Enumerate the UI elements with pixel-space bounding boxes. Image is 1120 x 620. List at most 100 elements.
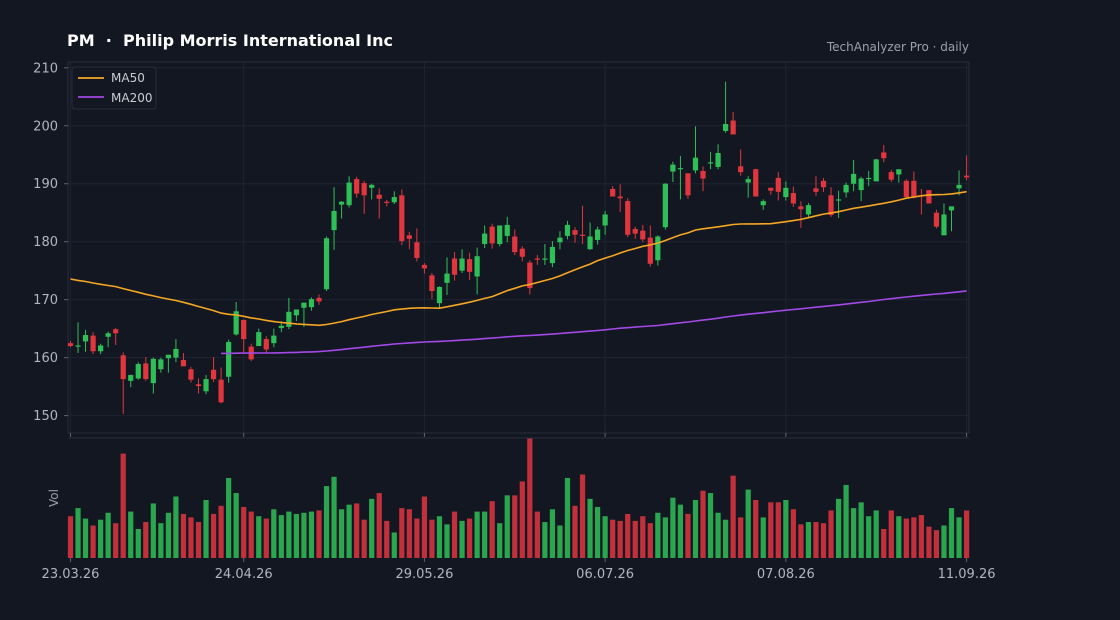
volume-bar	[512, 495, 518, 558]
candle-body	[602, 214, 608, 226]
volume-bar	[98, 519, 104, 558]
candle-body	[911, 180, 917, 198]
candle-body	[451, 258, 458, 275]
volume-bar	[783, 500, 789, 558]
candle-body	[421, 264, 428, 269]
y-tick-label: 190	[33, 177, 58, 192]
volume-bar	[188, 517, 194, 558]
candle-body	[828, 195, 834, 216]
volume-bar	[308, 511, 315, 558]
volume-bar	[361, 519, 367, 558]
candle-body	[700, 170, 706, 179]
volume-bar	[489, 501, 495, 558]
candle-body	[632, 228, 638, 234]
volume-bar	[376, 493, 382, 558]
candle-body	[617, 196, 623, 199]
volume-bar	[677, 504, 684, 558]
candle-body	[692, 157, 699, 171]
volume-bar	[165, 512, 171, 558]
volume-bar	[579, 474, 586, 558]
candle-body	[436, 286, 443, 304]
candle-body	[474, 256, 480, 277]
candle-body	[120, 355, 126, 380]
volume-bar	[271, 509, 277, 558]
grid-lines	[68, 62, 969, 433]
volume-bar	[692, 500, 699, 558]
candle-body	[301, 302, 307, 308]
candle-body	[798, 206, 804, 210]
candle-body	[241, 319, 247, 340]
volume-bar	[813, 522, 819, 558]
chart-title: PM · Philip Morris International Inc	[67, 31, 393, 50]
volume-bar	[670, 497, 676, 558]
volume-bar	[820, 523, 827, 558]
candle-body	[775, 177, 781, 192]
candle-body	[90, 335, 96, 352]
candle-body	[271, 335, 277, 344]
volume-bar	[881, 529, 887, 558]
candle-body	[572, 230, 578, 235]
candle-body	[331, 210, 337, 231]
y-axis: 150 160 170 180 190 200 210	[33, 61, 68, 424]
candle-body	[549, 246, 556, 264]
volume-bar	[527, 438, 533, 558]
volume-bar	[278, 515, 284, 558]
candle-body	[406, 235, 412, 239]
volume-bar	[723, 519, 729, 558]
volume-bar	[173, 496, 179, 558]
volume-bar	[625, 513, 631, 558]
volume-bar	[655, 512, 661, 558]
candle-body	[210, 369, 217, 380]
candle-body	[564, 224, 571, 236]
volume-bar	[90, 525, 96, 558]
candle-body	[316, 297, 322, 302]
volume-bar	[896, 516, 902, 558]
volume-bar	[956, 517, 962, 558]
volume-bar	[948, 508, 955, 558]
candle-body	[730, 120, 736, 135]
candle-body	[361, 183, 367, 196]
price-panel-frame	[67, 61, 970, 434]
candle-body	[489, 226, 495, 244]
x-tick-label: 06.07.26	[576, 567, 634, 582]
y-tick-label: 170	[33, 293, 58, 308]
volume-bar	[286, 511, 292, 558]
volume-bar	[903, 518, 909, 558]
volume-bar	[459, 520, 465, 558]
candle-body	[662, 183, 668, 228]
volume-bar	[323, 486, 330, 558]
ma50-line	[70, 190, 967, 327]
candle-body	[610, 188, 616, 197]
candle-body	[820, 180, 827, 188]
candle-body	[414, 242, 420, 258]
volume-bar	[67, 516, 74, 558]
volume-bar	[158, 523, 164, 558]
volume-bar	[790, 509, 796, 558]
candle-body	[640, 230, 646, 240]
candle-body	[542, 258, 548, 260]
volume-bar	[369, 498, 375, 558]
volume-bar	[504, 495, 510, 558]
candle-body	[677, 168, 684, 170]
candle-body	[790, 193, 796, 204]
volume-bars	[67, 438, 970, 558]
chart-source-label: TechAnalyzer Pro · daily	[826, 40, 969, 54]
volume-bar	[835, 498, 842, 558]
candle-body	[956, 184, 962, 189]
candle-body	[933, 212, 940, 227]
candle-body	[135, 364, 141, 379]
volume-bar	[316, 510, 322, 558]
candle-body	[896, 169, 902, 175]
volume-bar	[331, 476, 337, 558]
volume-bar	[572, 505, 578, 558]
candle-body	[760, 201, 766, 206]
volume-bar	[346, 504, 352, 558]
candle-body	[948, 206, 955, 211]
candle-body	[75, 345, 81, 347]
candle-body	[497, 225, 503, 245]
candle-body	[715, 153, 721, 167]
candle-body	[376, 194, 382, 199]
volume-bar	[406, 509, 412, 558]
volume-bar	[617, 520, 623, 558]
volume-bar	[75, 508, 81, 558]
